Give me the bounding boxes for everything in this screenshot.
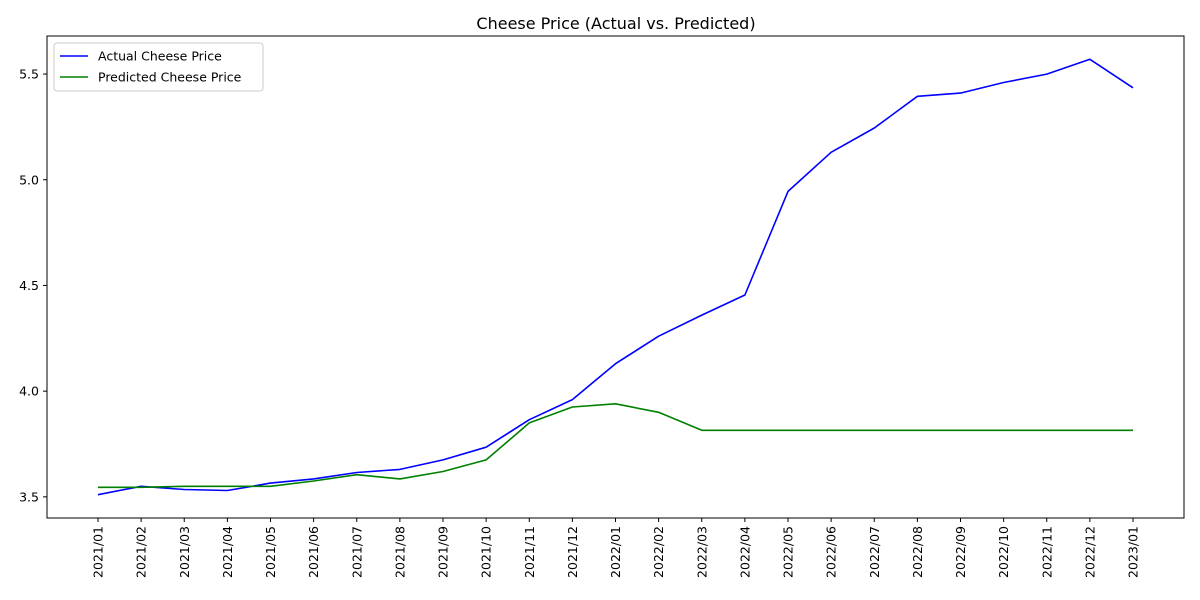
x-tick-label: 2021/10 xyxy=(479,526,494,578)
x-tick-label: 2022/11 xyxy=(1039,526,1054,578)
x-tick-label: 2022/01 xyxy=(608,526,623,578)
x-tick-label: 2022/07 xyxy=(867,526,882,578)
y-tick-label: 4.0 xyxy=(19,384,39,399)
x-tick-label: 2021/09 xyxy=(436,526,451,578)
x-tick-label: 2022/02 xyxy=(651,526,666,578)
y-tick-label: 5.5 xyxy=(19,67,39,82)
x-tick-label: 2021/02 xyxy=(134,526,149,578)
x-tick-label: 2021/12 xyxy=(565,526,580,578)
x-tick-label: 2022/03 xyxy=(694,526,709,578)
x-tick-label: 2021/07 xyxy=(349,526,364,578)
y-tick-label: 3.5 xyxy=(19,489,39,504)
x-tick-label: 2022/05 xyxy=(781,526,796,578)
x-tick-label: 2022/10 xyxy=(996,526,1011,578)
x-tick-label: 2022/06 xyxy=(824,526,839,578)
legend-label: Predicted Cheese Price xyxy=(98,70,242,85)
y-tick-label: 5.0 xyxy=(19,172,39,187)
axes-frame xyxy=(46,35,1185,519)
x-tick-label: 2022/08 xyxy=(910,526,925,578)
series-line-actual xyxy=(97,58,1134,496)
x-tick-label: 2021/06 xyxy=(306,526,321,578)
x-tick-label: 2022/04 xyxy=(737,526,752,578)
plot-area: 3.5 4.0 4.5 5.0 5.5 2021/01 2021/02 2021/03 2021… xyxy=(19,35,1185,578)
x-tick-label: 2022/09 xyxy=(953,526,968,578)
x-tick-label: 2021/08 xyxy=(392,526,407,578)
chart-title: Cheese Price (Actual vs. Predicted) xyxy=(476,14,755,33)
legend-box xyxy=(53,42,264,92)
legend-label: Actual Cheese Price xyxy=(98,49,222,64)
x-tick-label: 2021/01 xyxy=(91,526,106,578)
x-tick-label: 2021/03 xyxy=(177,526,192,578)
x-tick-label: 2021/04 xyxy=(220,526,235,578)
x-tick-label: 2023/01 xyxy=(1126,526,1141,578)
series-line-predicted xyxy=(98,402,1133,489)
y-tick-label: 4.5 xyxy=(19,278,39,293)
x-tick-label: 2022/12 xyxy=(1082,526,1097,578)
x-tick-label: 2021/11 xyxy=(522,526,537,578)
x-tick-label: 2021/05 xyxy=(263,526,278,578)
